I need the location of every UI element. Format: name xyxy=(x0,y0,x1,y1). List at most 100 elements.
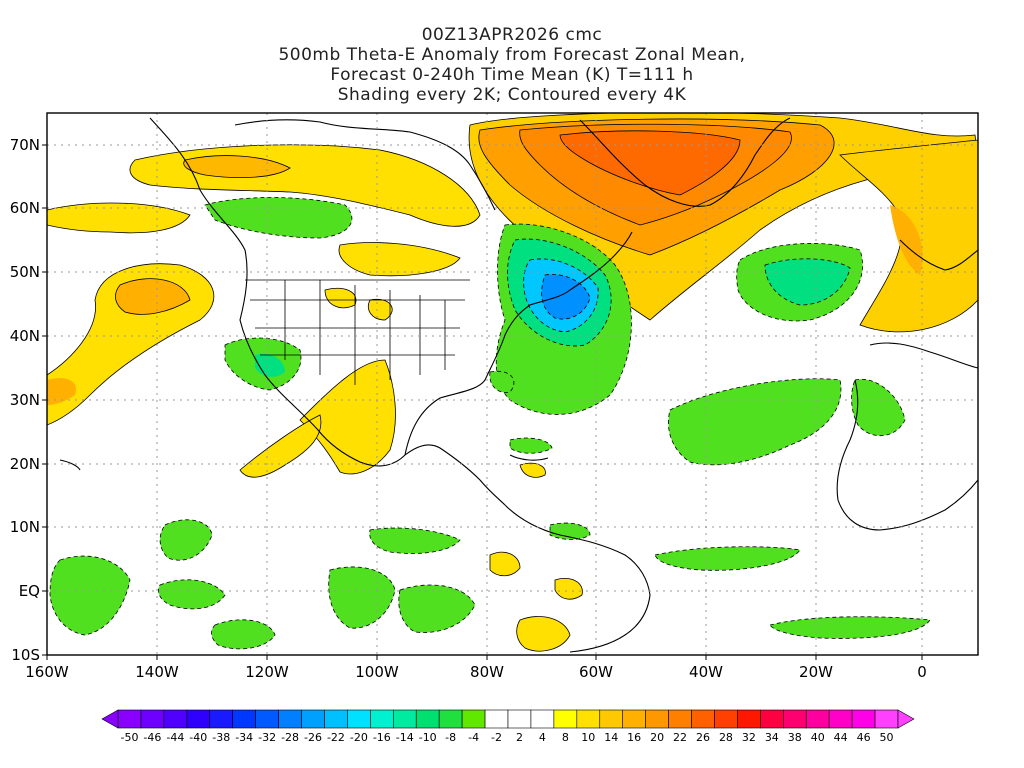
lon-label: 60W xyxy=(579,663,613,681)
latitude-labels: 70N 60N 50N 40N 30N 20N 10N EQ 10S xyxy=(10,136,47,664)
colorbar-swatch xyxy=(668,709,692,729)
colorbar-label: 38 xyxy=(788,731,802,744)
colorbar-swatch xyxy=(737,709,761,729)
colorbar-swatch xyxy=(553,709,578,729)
map-title-line-3: Forecast 0-240h Time Mean (K) T=111 h xyxy=(330,65,694,85)
colorbar-swatch xyxy=(714,709,738,729)
colorbar-label: -38 xyxy=(212,731,230,744)
lat-label: 20N xyxy=(10,455,40,473)
colorbar-swatch xyxy=(782,709,807,729)
colorbar-label: -2 xyxy=(491,731,502,744)
lon-label: 100W xyxy=(355,663,399,681)
colorbar-swatch xyxy=(163,709,188,729)
colorbar-swatch xyxy=(645,709,669,729)
lon-label: 40W xyxy=(689,663,723,681)
colorbar-label: 22 xyxy=(673,731,687,744)
political-boundaries xyxy=(245,279,470,385)
colorbar-swatch xyxy=(530,709,555,729)
coastlines xyxy=(59,117,978,653)
colorbar-label: -50 xyxy=(120,731,138,744)
colorbar-swatch xyxy=(140,709,165,729)
colorbar-label: 46 xyxy=(857,731,871,744)
longitude-labels: 160W 140W 120W 100W 80W 60W 40W 20W 0 xyxy=(25,655,927,681)
colorbar-label: -4 xyxy=(468,731,479,744)
colorbar-label: -34 xyxy=(235,731,253,744)
colorbar-labels: -50 -46 -44 -40 -38 -34 -32 -28 -26 -22 -20 -16 -14-… xyxy=(120,731,893,744)
colorbar-label: 10 xyxy=(581,731,595,744)
colorbar-label: -26 xyxy=(304,731,322,744)
colorbar-swatch xyxy=(828,709,853,729)
colorbar-label: -44 xyxy=(166,731,184,744)
colorbar-label: 34 xyxy=(765,731,779,744)
colorbar-swatch xyxy=(438,709,463,729)
colorbar-swatch xyxy=(278,709,302,729)
lat-label: 30N xyxy=(10,391,40,409)
lon-label: 0 xyxy=(917,663,927,681)
colorbar-label: -28 xyxy=(281,731,299,744)
colorbar xyxy=(101,709,915,729)
map-title-line-1: 00Z13APR2026 cmc xyxy=(421,25,603,45)
colorbar-label: 40 xyxy=(811,731,825,744)
colorbar-swatch xyxy=(324,709,348,729)
colorbar-label: 26 xyxy=(696,731,710,744)
colorbar-swatch xyxy=(209,709,234,729)
lat-label: 60N xyxy=(10,199,40,217)
colorbar-label: 4 xyxy=(539,731,546,744)
lat-lon-gridlines xyxy=(47,113,978,655)
colorbar-high-arrow xyxy=(897,709,915,729)
colorbar-label: 16 xyxy=(627,731,641,744)
anomaly-shading xyxy=(47,113,978,652)
colorbar-label: -8 xyxy=(445,731,456,744)
colorbar-swatch xyxy=(851,709,876,729)
colorbar-swatch xyxy=(576,709,601,729)
lon-label: 20W xyxy=(799,663,833,681)
colorbar-label: 32 xyxy=(742,731,756,744)
colorbar-swatch xyxy=(370,709,394,729)
colorbar-swatch xyxy=(507,709,532,729)
lat-label: 50N xyxy=(10,263,40,281)
colorbar-low-arrow xyxy=(101,709,119,729)
colorbar-swatch xyxy=(599,709,624,729)
colorbar-swatch xyxy=(301,709,325,729)
colorbar-swatch xyxy=(255,709,279,729)
colorbar-swatch xyxy=(805,709,830,729)
colorbar-label: 44 xyxy=(834,731,848,744)
colorbar-swatch xyxy=(117,709,142,729)
lat-label: 10S xyxy=(11,646,40,664)
colorbar-label: -46 xyxy=(143,731,161,744)
colorbar-swatch xyxy=(760,709,784,729)
colorbar-swatch xyxy=(392,709,417,729)
colorbar-swatch xyxy=(461,709,486,729)
colorbar-label: 20 xyxy=(650,731,664,744)
colorbar-swatch xyxy=(232,709,256,729)
colorbar-swatch xyxy=(186,709,211,729)
lon-label: 120W xyxy=(245,663,289,681)
lon-label: 160W xyxy=(25,663,69,681)
colorbar-label: 8 xyxy=(562,731,569,744)
colorbar-label: 50 xyxy=(880,731,894,744)
lat-label: 40N xyxy=(10,327,40,345)
lat-label: EQ xyxy=(19,582,40,600)
map-frame xyxy=(46,112,979,656)
colorbar-label: -14 xyxy=(396,731,414,744)
lon-label: 80W xyxy=(470,663,504,681)
colorbar-label: 14 xyxy=(604,731,618,744)
colorbar-swatch xyxy=(347,709,371,729)
colorbar-label: 2 xyxy=(516,731,523,744)
lon-label: 140W xyxy=(135,663,179,681)
colorbar-swatch xyxy=(484,709,509,729)
colorbar-swatch xyxy=(691,709,715,729)
colorbar-swatch xyxy=(622,709,646,729)
colorbar-label: -40 xyxy=(189,731,207,744)
colorbar-label: -22 xyxy=(327,731,345,744)
colorbar-label: -16 xyxy=(373,731,391,744)
colorbar-swatch xyxy=(874,709,899,729)
lat-label: 10N xyxy=(10,518,40,536)
colorbar-swatch xyxy=(415,709,440,729)
colorbar-label: 28 xyxy=(719,731,733,744)
colorbar-label: -32 xyxy=(258,731,276,744)
map-title-line-4: Shading every 2K; Contoured every 4K xyxy=(337,85,687,105)
colorbar-label: -10 xyxy=(419,731,437,744)
colorbar-label: -20 xyxy=(350,731,368,744)
